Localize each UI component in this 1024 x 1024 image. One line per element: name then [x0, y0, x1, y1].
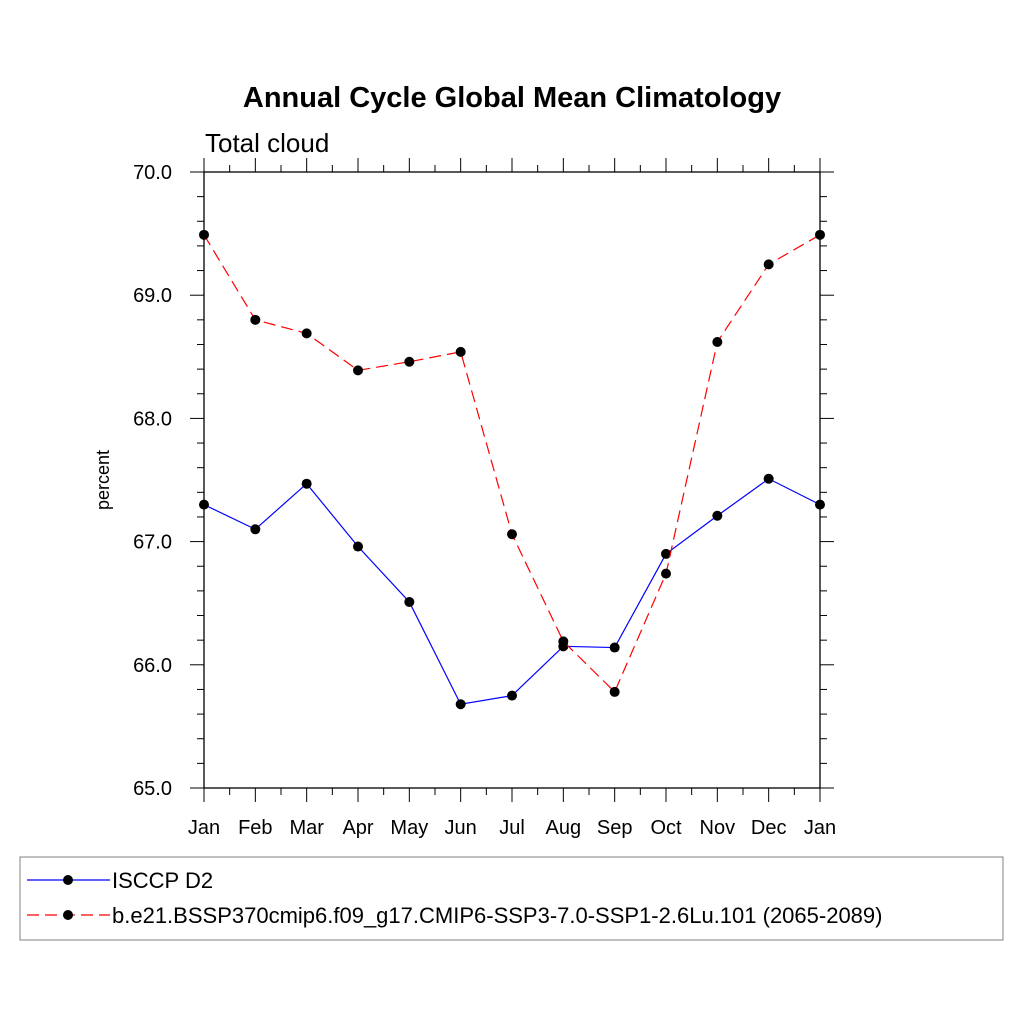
legend-box: [19, 856, 1004, 941]
legend-label-1: ISCCP D2: [112, 868, 213, 893]
x-tick-label: Sep: [597, 817, 633, 839]
x-tick-label: Jan: [188, 817, 220, 839]
plot-area: Jan Feb Mar Apr May Jun Jul Aug Sep Oct Nov Dec Jan 6…: [133, 158, 836, 839]
series-2-point: [661, 568, 671, 579]
series-1-point: [507, 690, 517, 701]
x-tick-label: Jun: [445, 817, 477, 839]
series-2-point: [609, 686, 620, 697]
y-tick-label: 68.0: [133, 408, 172, 430]
series-1-point: [199, 499, 209, 510]
series-2-point: [763, 259, 774, 270]
y-tick-label: 67.0: [133, 532, 172, 554]
y-tick-label: 65.0: [133, 778, 172, 800]
series-2-point: [301, 328, 312, 339]
x-tick-label: May: [390, 817, 428, 839]
y-tick-label: 69.0: [133, 285, 172, 307]
y-tick-label: 66.0: [133, 655, 172, 677]
chart-title: Annual Cycle Global Mean Climatology: [243, 82, 781, 114]
series-1-point: [404, 596, 415, 607]
x-tick-label: Jan: [804, 817, 836, 839]
series-2-point: [353, 365, 363, 376]
series-2-point: [712, 337, 723, 348]
x-tick-label: Apr: [342, 817, 373, 839]
y-tick-label: 70.0: [133, 162, 172, 184]
series-2-point: [507, 529, 517, 540]
x-tick-label: Aug: [546, 817, 582, 839]
series-1-point: [763, 473, 774, 484]
series-1-point: [455, 699, 466, 710]
legend-label-2: b.e21.BSSP370cmip6.f09_g17.CMIP6-SSP3-7.…: [112, 903, 882, 928]
series-1-point: [353, 541, 363, 552]
series-2-point: [455, 346, 466, 357]
legend-marker-1: [63, 875, 73, 885]
series-2-point: [558, 636, 569, 647]
series-1-point: [301, 478, 312, 489]
series-2-point: [815, 229, 825, 240]
series-1-point: [250, 524, 261, 535]
legend-marker-2: [63, 910, 73, 920]
x-tick-label: Nov: [700, 817, 736, 839]
series-1-point: [815, 499, 825, 510]
x-tick-label: Feb: [238, 817, 272, 839]
x-tick-label: Jul: [499, 817, 525, 839]
x-tick-label: Mar: [289, 817, 324, 839]
series-2-point: [250, 314, 261, 325]
series-1-point: [661, 548, 671, 559]
x-tick-label: Oct: [650, 817, 682, 839]
series-1-point: [609, 642, 620, 653]
chart-subtitle: Total cloud: [205, 128, 329, 158]
series-2-line: [203, 234, 821, 693]
legend: ISCCP D2 b.e21.BSSP370cmip6.f09_g17.CMIP6…: [27, 868, 882, 928]
series-1-line: [203, 478, 821, 705]
series-2-point: [404, 356, 415, 367]
x-tick-label: Dec: [751, 817, 787, 839]
series-2-point: [199, 229, 209, 240]
y-axis-label: percent: [93, 450, 113, 510]
series-1-point: [712, 510, 723, 521]
